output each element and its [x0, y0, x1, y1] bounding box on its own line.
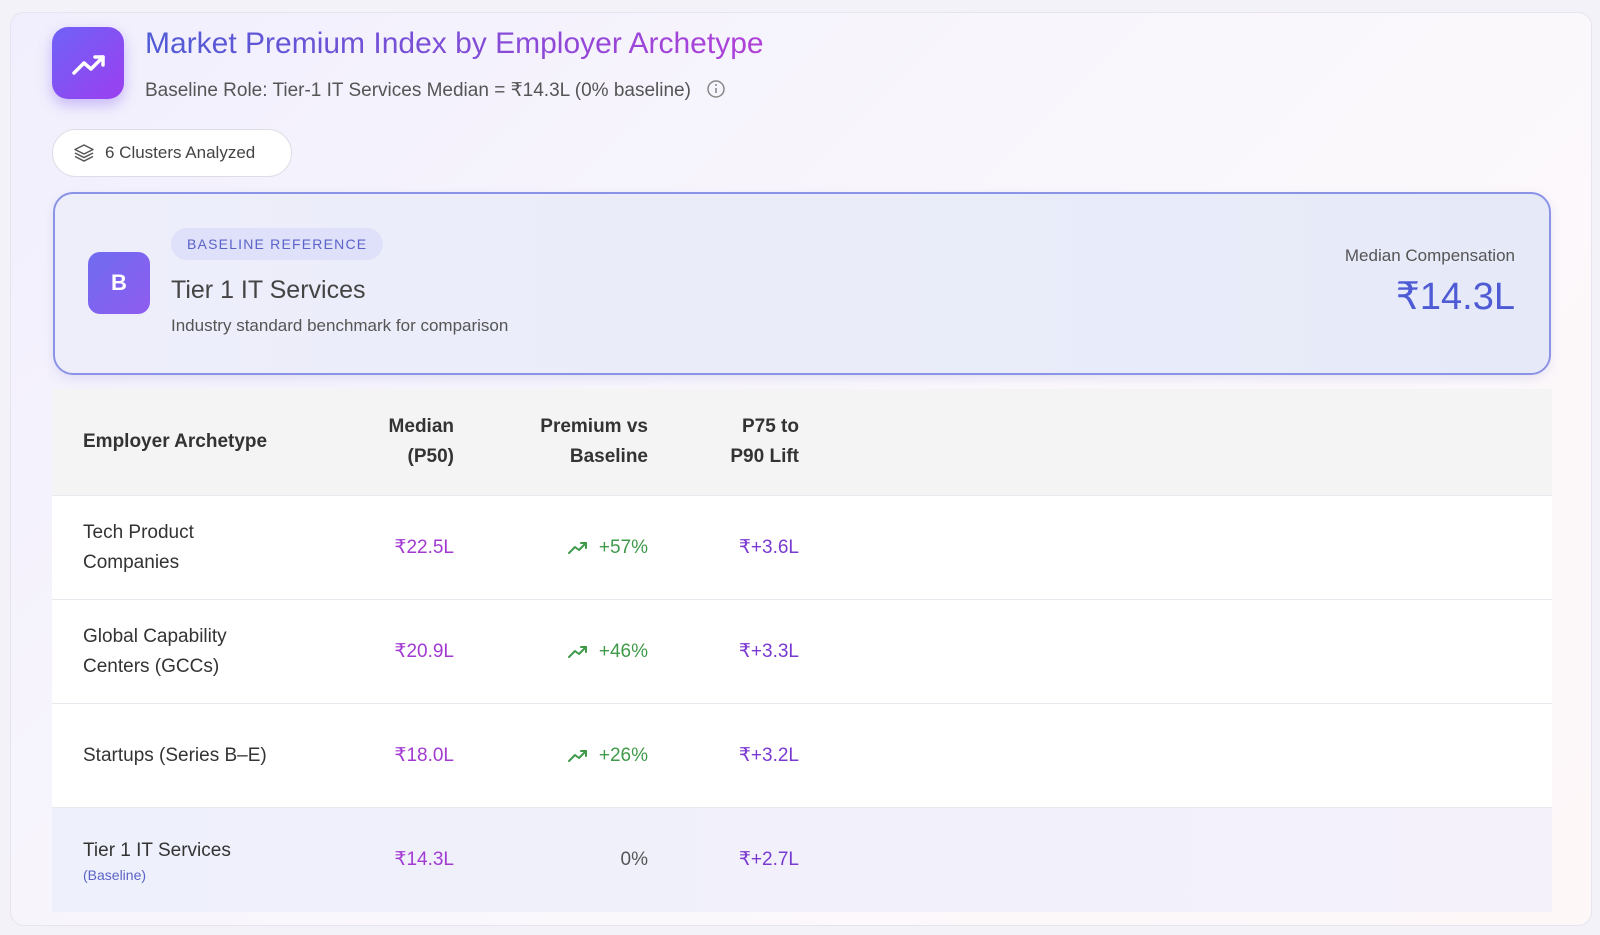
- lift-cell: ₹+3.3L: [738, 640, 799, 662]
- table-row: Tier 1 IT Services (Baseline) ₹14.3L 0% ₹+2.…: [52, 808, 1552, 912]
- median-cell: ₹20.9L: [394, 640, 454, 662]
- subtitle-text: Baseline Role: Tier-1 IT Services Median…: [145, 80, 691, 101]
- archetype-name: Global Capability Centers (GCCs): [83, 625, 227, 677]
- column-header: Premium vs Baseline: [540, 416, 648, 467]
- avatar: B: [88, 252, 150, 314]
- table-row: Tech Product Companies ₹22.5L +57% ₹+3.6L: [52, 496, 1552, 600]
- premium-cell: 0%: [522, 845, 648, 875]
- column-header: Median (P50): [388, 416, 454, 467]
- premium-value: 0%: [620, 849, 648, 870]
- premium-value: +46%: [598, 640, 648, 662]
- median-cell: ₹18.0L: [394, 744, 454, 766]
- premium-cell: +26%: [522, 741, 648, 771]
- median-cell: ₹22.5L: [394, 536, 454, 558]
- archetype-cell: Startups (Series B–E): [83, 741, 273, 771]
- trend-icon: [567, 749, 587, 762]
- archetype-name: Startups (Series B–E): [83, 744, 267, 766]
- baseline-note: (Baseline): [83, 867, 147, 883]
- baseline-name: Tier 1 IT Services: [171, 276, 366, 304]
- title: Market Premium Index by Employer Archety…: [145, 27, 764, 60]
- header-icon: [52, 27, 124, 99]
- baseline-description: Industry standard benchmark for comparis…: [171, 316, 509, 335]
- info-icon[interactable]: [706, 79, 726, 99]
- lift-cell: ₹+3.6L: [738, 536, 799, 558]
- baseline-tag: BASELINE REFERENCE: [171, 228, 384, 260]
- premium-value: +26%: [598, 744, 648, 766]
- premium-cell: +57%: [522, 533, 648, 563]
- archetype-name: Tier 1 IT Services: [83, 840, 231, 861]
- table-row: Global Capability Centers (GCCs) ₹20.9L +4…: [52, 600, 1552, 704]
- column-header: Employer Archetype: [83, 431, 268, 452]
- archetype-cell: Global Capability Centers (GCCs): [83, 622, 273, 682]
- table-header: Employer Archetype Median (P50) Premium …: [52, 389, 1552, 496]
- table-row: Startups (Series B–E) ₹18.0L +26% ₹+3.2L: [52, 704, 1552, 808]
- subtitle: Baseline Role: Tier-1 IT Services Median…: [145, 79, 726, 102]
- table: Employer Archetype Median (P50) Premium …: [52, 389, 1552, 912]
- premium-cell: +46%: [522, 637, 648, 667]
- clusters-badge: 6 Clusters Analyzed: [52, 129, 292, 177]
- trend-icon: [567, 645, 587, 658]
- panel: Market Premium Index by Employer Archety…: [10, 12, 1592, 926]
- baseline-label: Median Compensation: [1344, 246, 1515, 265]
- archetype-cell: Tech Product Companies: [83, 518, 273, 578]
- median-cell: ₹14.3L: [394, 849, 454, 870]
- badge-text: 6 Clusters Analyzed: [105, 143, 256, 162]
- baseline-card: B BASELINE REFERENCE Tier 1 IT Services …: [53, 192, 1551, 375]
- column-header: P75 to P90 Lift: [730, 416, 799, 467]
- lift-cell: ₹+2.7L: [738, 849, 799, 870]
- lift-cell: ₹+3.2L: [738, 744, 799, 766]
- archetype-cell: Tier 1 IT Services (Baseline): [83, 836, 273, 884]
- archetype-name: Tech Product Companies: [83, 521, 194, 573]
- premium-value: +57%: [598, 536, 648, 558]
- trend-icon: [567, 541, 587, 554]
- baseline-value: ₹14.3L: [1395, 276, 1515, 318]
